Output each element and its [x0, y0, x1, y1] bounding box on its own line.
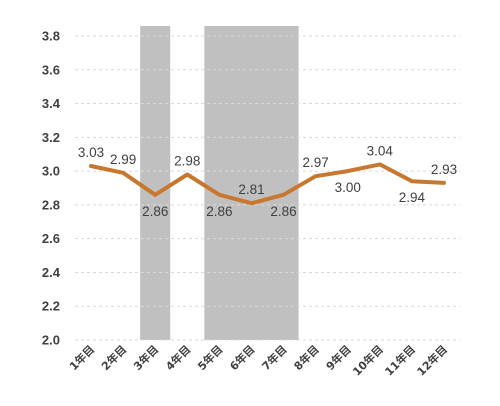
y-tick-label: 3.8 [42, 29, 60, 44]
y-tick-label: 3.6 [42, 62, 60, 77]
data-label: 3.00 [335, 180, 361, 195]
y-tick-label: 2.0 [42, 333, 60, 348]
data-label: 2.98 [174, 153, 200, 168]
data-label: 3.04 [367, 143, 394, 158]
gridlines [75, 35, 460, 341]
highlight-band-2 [204, 26, 299, 340]
highlight-band-1 [140, 26, 171, 340]
x-tick-label: 3年目 [130, 342, 161, 373]
data-labels: 3.03 2.99 2.86 2.98 2.86 2.81 2.86 2.97 3.00 3.04… [78, 143, 457, 218]
data-label: 2.99 [110, 152, 136, 167]
data-label: 2.93 [431, 162, 457, 177]
x-tick-label: 6年目 [227, 342, 258, 373]
y-tick-label: 2.8 [42, 197, 60, 212]
y-tick-label: 2.4 [42, 265, 61, 280]
x-tick-label: 8年目 [291, 342, 322, 373]
x-tick-label: 12年目 [414, 342, 450, 378]
data-label: 2.86 [142, 204, 168, 219]
highlight-bands [140, 26, 299, 340]
x-tick-label: 11年目 [382, 342, 418, 378]
y-axis-ticks: 2.0 2.2 2.4 2.6 2.8 3.0 3.2 3.4 3.6 3.8 [42, 29, 61, 348]
data-label: 2.86 [270, 204, 296, 219]
y-tick-label: 2.6 [42, 231, 60, 246]
y-tick-label: 3.0 [42, 164, 60, 179]
x-tick-label: 4年目 [163, 342, 194, 373]
data-label: 2.81 [238, 182, 264, 197]
y-tick-label: 3.4 [42, 96, 61, 111]
x-tick-label: 1年目 [66, 342, 97, 373]
y-tick-label: 3.2 [42, 130, 60, 145]
x-tick-label: 9年目 [323, 342, 354, 373]
x-tick-label: 2年目 [98, 342, 129, 373]
x-tick-label: 5年目 [195, 342, 226, 373]
data-label: 2.86 [206, 204, 232, 219]
data-label: 2.97 [302, 155, 328, 170]
series-line [89, 162, 446, 206]
data-label: 2.94 [399, 190, 426, 205]
x-tick-label: 10年目 [350, 342, 386, 378]
data-label: 3.03 [78, 145, 104, 160]
series-line-group [89, 162, 446, 206]
x-tick-label: 7年目 [259, 342, 290, 373]
y-tick-label: 2.2 [42, 299, 60, 314]
